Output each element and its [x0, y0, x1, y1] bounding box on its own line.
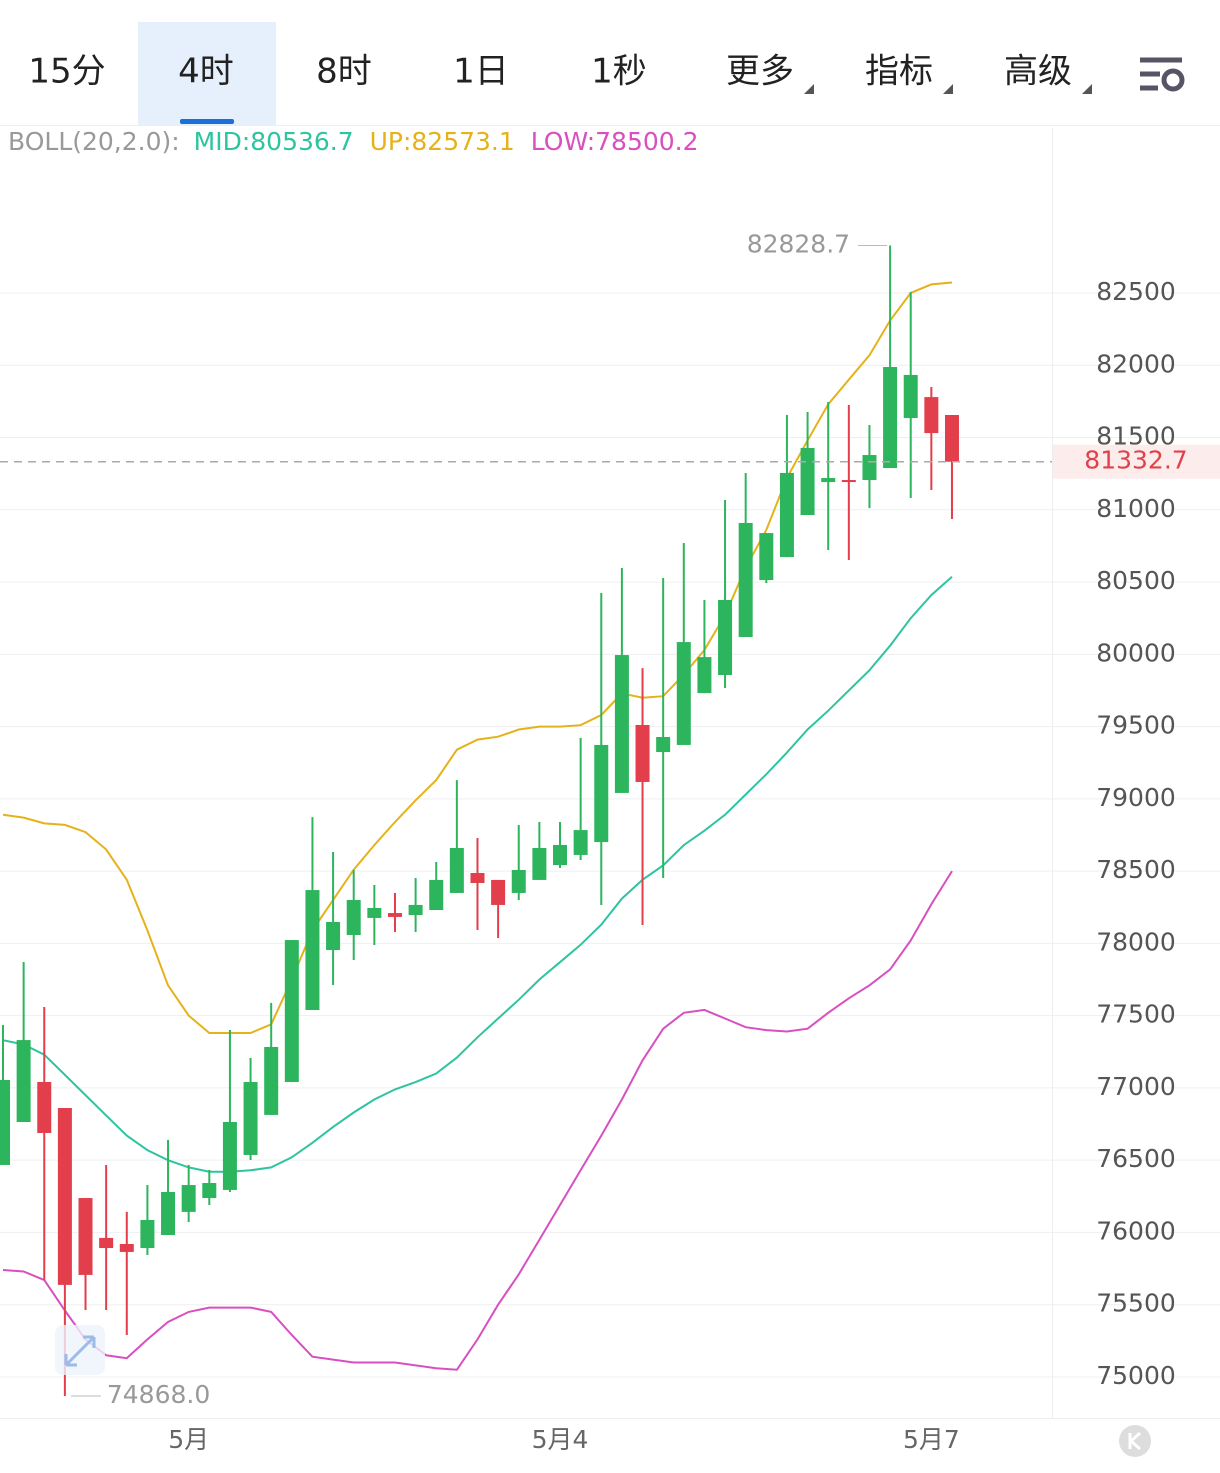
candle-body	[800, 447, 815, 516]
x-tick-label: 5月7	[903, 1425, 960, 1454]
candle-body	[202, 1183, 217, 1199]
candle-body	[367, 907, 382, 918]
candle-body	[78, 1198, 93, 1275]
legend-mid: MID:80536.7	[194, 127, 354, 156]
candle-body	[470, 872, 485, 883]
y-tick-label: 76000	[1096, 1216, 1176, 1245]
candle-body	[635, 725, 650, 782]
candle-body	[0, 1079, 10, 1165]
y-tick-label: 82000	[1096, 349, 1176, 378]
candle-body	[573, 830, 588, 855]
last-price-box	[1053, 444, 1220, 479]
y-tick-label: 82500	[1096, 277, 1176, 306]
y-tick-label: 80000	[1096, 638, 1176, 667]
tab[interactable]: 8时	[316, 52, 372, 92]
tab[interactable]: 指标	[865, 52, 933, 92]
candle-body	[491, 879, 506, 905]
candle-body	[862, 455, 877, 481]
candle-body	[16, 1040, 31, 1123]
candle-body	[119, 1243, 134, 1252]
tab[interactable]: 15分	[28, 52, 105, 92]
candle-body	[676, 642, 691, 745]
selected-tab-bg	[138, 22, 276, 125]
expand-icon	[64, 1335, 96, 1367]
candle-body	[614, 655, 629, 793]
legend-up: UP:82573.1	[370, 127, 515, 156]
candle-body	[346, 900, 361, 935]
max-label: 82828.7	[747, 230, 850, 259]
candle-body	[181, 1185, 196, 1212]
y-tick-label: 79000	[1096, 783, 1176, 812]
tab-bar: 15分 4时 8时 1日 1秒 更多 指标 高级	[28, 52, 1072, 92]
y-tick-label: 75500	[1096, 1289, 1176, 1318]
candle-body	[140, 1220, 155, 1249]
y-tick-label: 80500	[1096, 566, 1176, 595]
candle-body	[903, 374, 918, 419]
legend-low: LOW:78500.2	[531, 127, 699, 156]
tab[interactable]: 4时	[178, 52, 234, 92]
dropdown-arrow	[943, 84, 953, 94]
candle-body	[326, 921, 341, 951]
candle-body	[243, 1081, 258, 1155]
candle-body	[161, 1191, 176, 1236]
x-tick-label: 5月	[168, 1425, 209, 1454]
y-tick-label: 81000	[1096, 494, 1176, 523]
settings-icon[interactable]	[1140, 57, 1185, 92]
candle-body	[944, 415, 959, 462]
k-button[interactable]	[1119, 1425, 1151, 1457]
candle-body	[532, 847, 547, 880]
tab[interactable]: 1日	[453, 52, 509, 92]
indicator-label: BOLL(20,2.0):	[8, 127, 180, 156]
candle-body	[779, 472, 794, 558]
candle-body	[284, 940, 299, 1082]
candle-body	[264, 1047, 279, 1115]
candle-body	[305, 890, 320, 1011]
last-price-label: 81332.7	[1084, 446, 1187, 475]
selected-tab-indicator	[180, 119, 234, 124]
y-tick-label: 78000	[1096, 927, 1176, 956]
y-tick-label: 75000	[1096, 1361, 1176, 1390]
k-icon	[1128, 1431, 1141, 1451]
candle-body	[449, 847, 464, 893]
candle-body	[594, 744, 609, 843]
y-tick-label: 77000	[1096, 1072, 1176, 1101]
x-tick-label: 5月4	[532, 1425, 589, 1454]
candle-body	[656, 737, 671, 753]
candle-body	[99, 1237, 114, 1249]
candle-body	[924, 397, 939, 434]
candle-body	[222, 1122, 237, 1190]
candle-body	[553, 844, 568, 866]
candle-body	[718, 599, 733, 676]
candle-body	[738, 522, 753, 637]
tab[interactable]: 更多	[726, 52, 794, 92]
y-tick-label: 79500	[1096, 711, 1176, 740]
min-label: 74868.0	[107, 1380, 210, 1409]
candle-body	[429, 879, 444, 910]
candle-body	[408, 904, 423, 916]
candle-body	[697, 657, 712, 694]
candle-body	[841, 480, 856, 483]
plot: 75000 75500 76000 76500 77000 77500 78000 78500…	[0, 230, 1220, 1454]
dropdown-arrow	[804, 84, 814, 94]
dropdown-arrow	[1082, 84, 1092, 94]
boll-line	[2, 870, 953, 1371]
y-tick-label: 76500	[1096, 1144, 1176, 1173]
y-tick-label: 77500	[1096, 1000, 1176, 1029]
candle-body	[387, 913, 402, 917]
candle-body	[883, 367, 898, 469]
y-tick-label: 78500	[1096, 855, 1176, 884]
indicator-legend: BOLL(20,2.0): MID:80536.7 UP:82573.1 LOW…	[8, 127, 699, 156]
tab[interactable]: 高级	[1004, 52, 1072, 92]
candle-body	[511, 869, 526, 893]
boll-line	[2, 281, 953, 1034]
boll-line	[2, 576, 953, 1173]
candle-body	[759, 533, 774, 581]
candle-body	[57, 1107, 72, 1285]
candle-body	[37, 1081, 52, 1133]
tab[interactable]: 1秒	[591, 52, 647, 92]
candle-body	[821, 478, 836, 483]
